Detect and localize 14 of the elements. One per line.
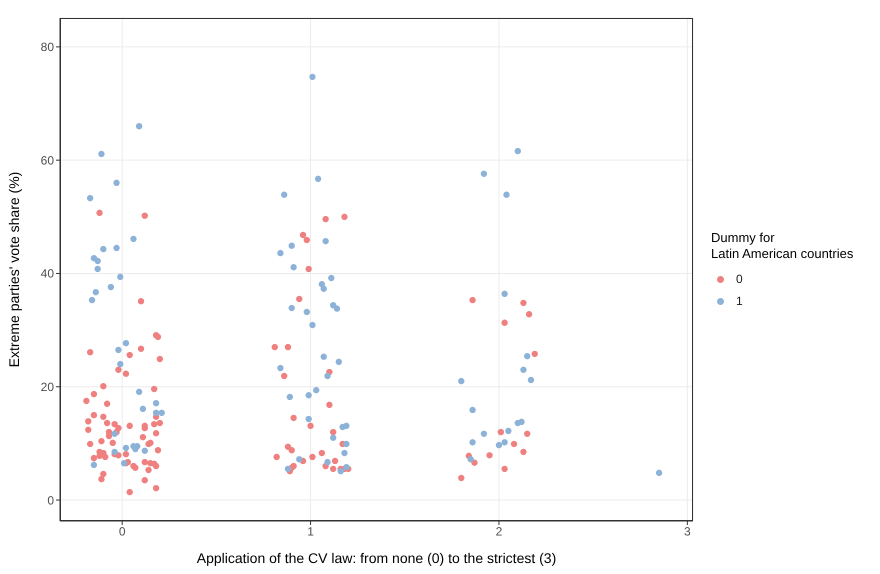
y-tick-label: 60 [40,153,54,168]
y-axis-title: Extreme parties' vote share (%) [6,172,22,368]
y-tick-label: 20 [40,380,54,394]
y-tick-label: 80 [40,40,54,54]
x-axis-title: Application of the CV law: from none (0) to the strictest (3) [196,550,556,566]
x-tick-label: 2 [496,524,503,539]
y-tick-label: 40 [40,266,54,281]
legend-title: Dummy for Latin American countries [711,230,854,262]
x-tick-label: 3 [684,524,692,539]
legend-label: 1 [736,294,743,308]
x-tick-label: 0 [118,524,126,539]
legend-label: 0 [736,272,743,286]
y-tick-label: 0 [47,493,54,508]
x-tick-label: 1 [307,524,314,539]
